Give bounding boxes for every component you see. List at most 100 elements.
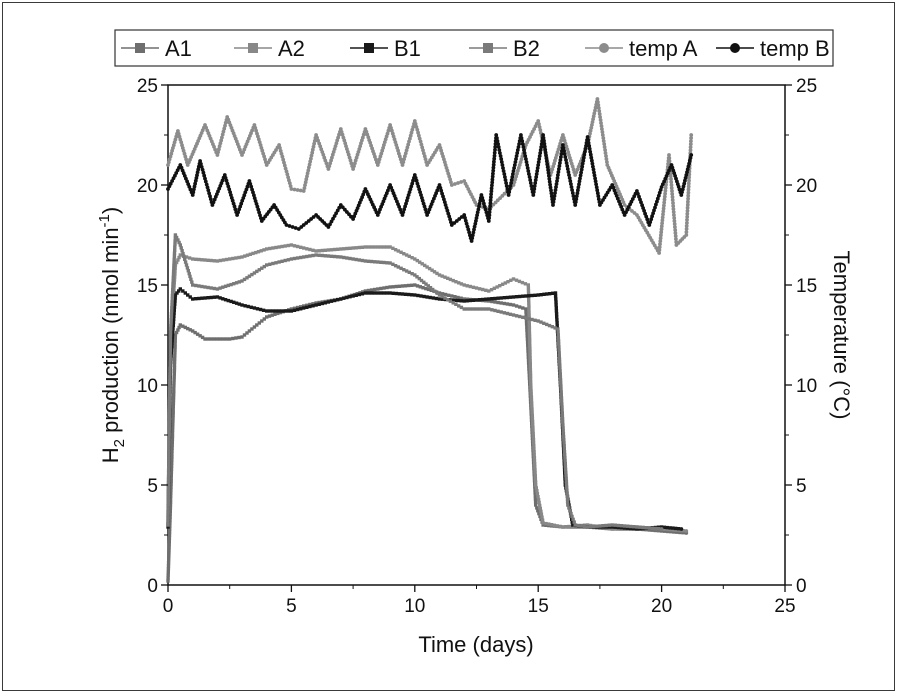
data-point <box>477 204 481 209</box>
data-point <box>305 247 309 251</box>
data-point <box>391 262 395 266</box>
data-point <box>594 185 599 190</box>
data-point <box>667 156 672 160</box>
data-point <box>410 293 414 297</box>
data-point <box>487 289 491 293</box>
data-point <box>166 525 170 529</box>
data-point <box>167 457 171 461</box>
data-point <box>348 158 353 163</box>
data-point <box>173 248 177 252</box>
data-point <box>435 291 439 295</box>
data-point <box>511 295 516 299</box>
data-point <box>396 249 400 253</box>
data-point <box>532 459 537 463</box>
data-point <box>564 473 568 478</box>
data-point <box>424 282 428 286</box>
data-point <box>490 297 494 301</box>
data-point <box>339 255 343 259</box>
data-point <box>482 201 486 206</box>
data-point <box>179 246 183 250</box>
data-point <box>172 369 177 373</box>
data-point <box>471 307 476 311</box>
data-point <box>554 182 559 186</box>
data-point <box>502 311 506 315</box>
data-point <box>632 525 636 529</box>
data-point <box>215 153 220 157</box>
data-point <box>171 272 176 277</box>
data-point <box>314 301 318 305</box>
data-point <box>547 179 552 184</box>
data-point <box>236 210 241 215</box>
data-point <box>542 144 547 149</box>
data-point <box>530 401 534 405</box>
data-point <box>189 277 193 281</box>
data-point <box>408 187 413 192</box>
data-point <box>595 97 600 101</box>
data-point <box>289 257 294 261</box>
data-point <box>647 528 651 532</box>
data-point <box>172 266 176 270</box>
data-point <box>508 312 513 316</box>
data-point <box>314 303 318 307</box>
data-point <box>529 383 533 387</box>
data-point <box>172 314 176 318</box>
y-left-tick-label: 5 <box>147 476 158 497</box>
data-point <box>287 181 292 186</box>
data-point <box>616 523 621 528</box>
data-point <box>456 298 460 303</box>
data-point <box>556 173 560 177</box>
data-point <box>292 187 297 192</box>
data-point <box>671 204 676 208</box>
data-point <box>172 392 176 397</box>
data-point <box>564 476 568 480</box>
data-point <box>527 319 531 324</box>
legend-item-a2: A2 <box>234 36 305 61</box>
data-point <box>307 162 312 167</box>
data-point <box>446 276 450 280</box>
data-point <box>172 372 176 376</box>
data-point <box>188 295 192 299</box>
data-point <box>166 523 170 527</box>
data-point <box>528 178 533 182</box>
data-point <box>486 219 491 223</box>
legend-label-a2: A2 <box>278 36 305 61</box>
data-point <box>662 200 667 205</box>
data-point <box>360 258 365 263</box>
data-point <box>166 484 171 488</box>
data-point <box>555 179 559 183</box>
data-point <box>212 295 216 299</box>
data-point <box>481 307 485 311</box>
data-point <box>415 127 420 132</box>
data-point <box>168 381 172 385</box>
data-point <box>530 407 534 411</box>
data-point <box>443 203 448 207</box>
data-point <box>173 233 178 237</box>
data-point <box>581 158 586 163</box>
data-point <box>359 141 363 146</box>
data-point <box>565 167 570 171</box>
data-point <box>173 357 177 361</box>
data-point <box>415 275 419 279</box>
series-line-b2 <box>167 233 662 530</box>
data-point <box>312 139 317 143</box>
data-point <box>168 348 172 352</box>
data-point <box>503 178 508 182</box>
data-point <box>574 197 579 202</box>
data-point <box>525 340 530 344</box>
data-point <box>199 162 203 166</box>
data-point <box>577 179 582 184</box>
data-point <box>413 293 417 297</box>
data-point <box>457 281 461 285</box>
data-point <box>573 203 578 207</box>
data-point <box>168 342 173 346</box>
data-point <box>589 125 594 130</box>
data-point <box>167 555 171 559</box>
data-point <box>170 309 174 313</box>
data-point <box>168 521 172 525</box>
data-point <box>169 312 174 316</box>
data-point <box>171 323 175 328</box>
data-point <box>619 524 624 528</box>
data-point <box>531 422 535 427</box>
legend-label-temp-a: temp A <box>629 36 698 61</box>
data-point <box>171 413 175 418</box>
